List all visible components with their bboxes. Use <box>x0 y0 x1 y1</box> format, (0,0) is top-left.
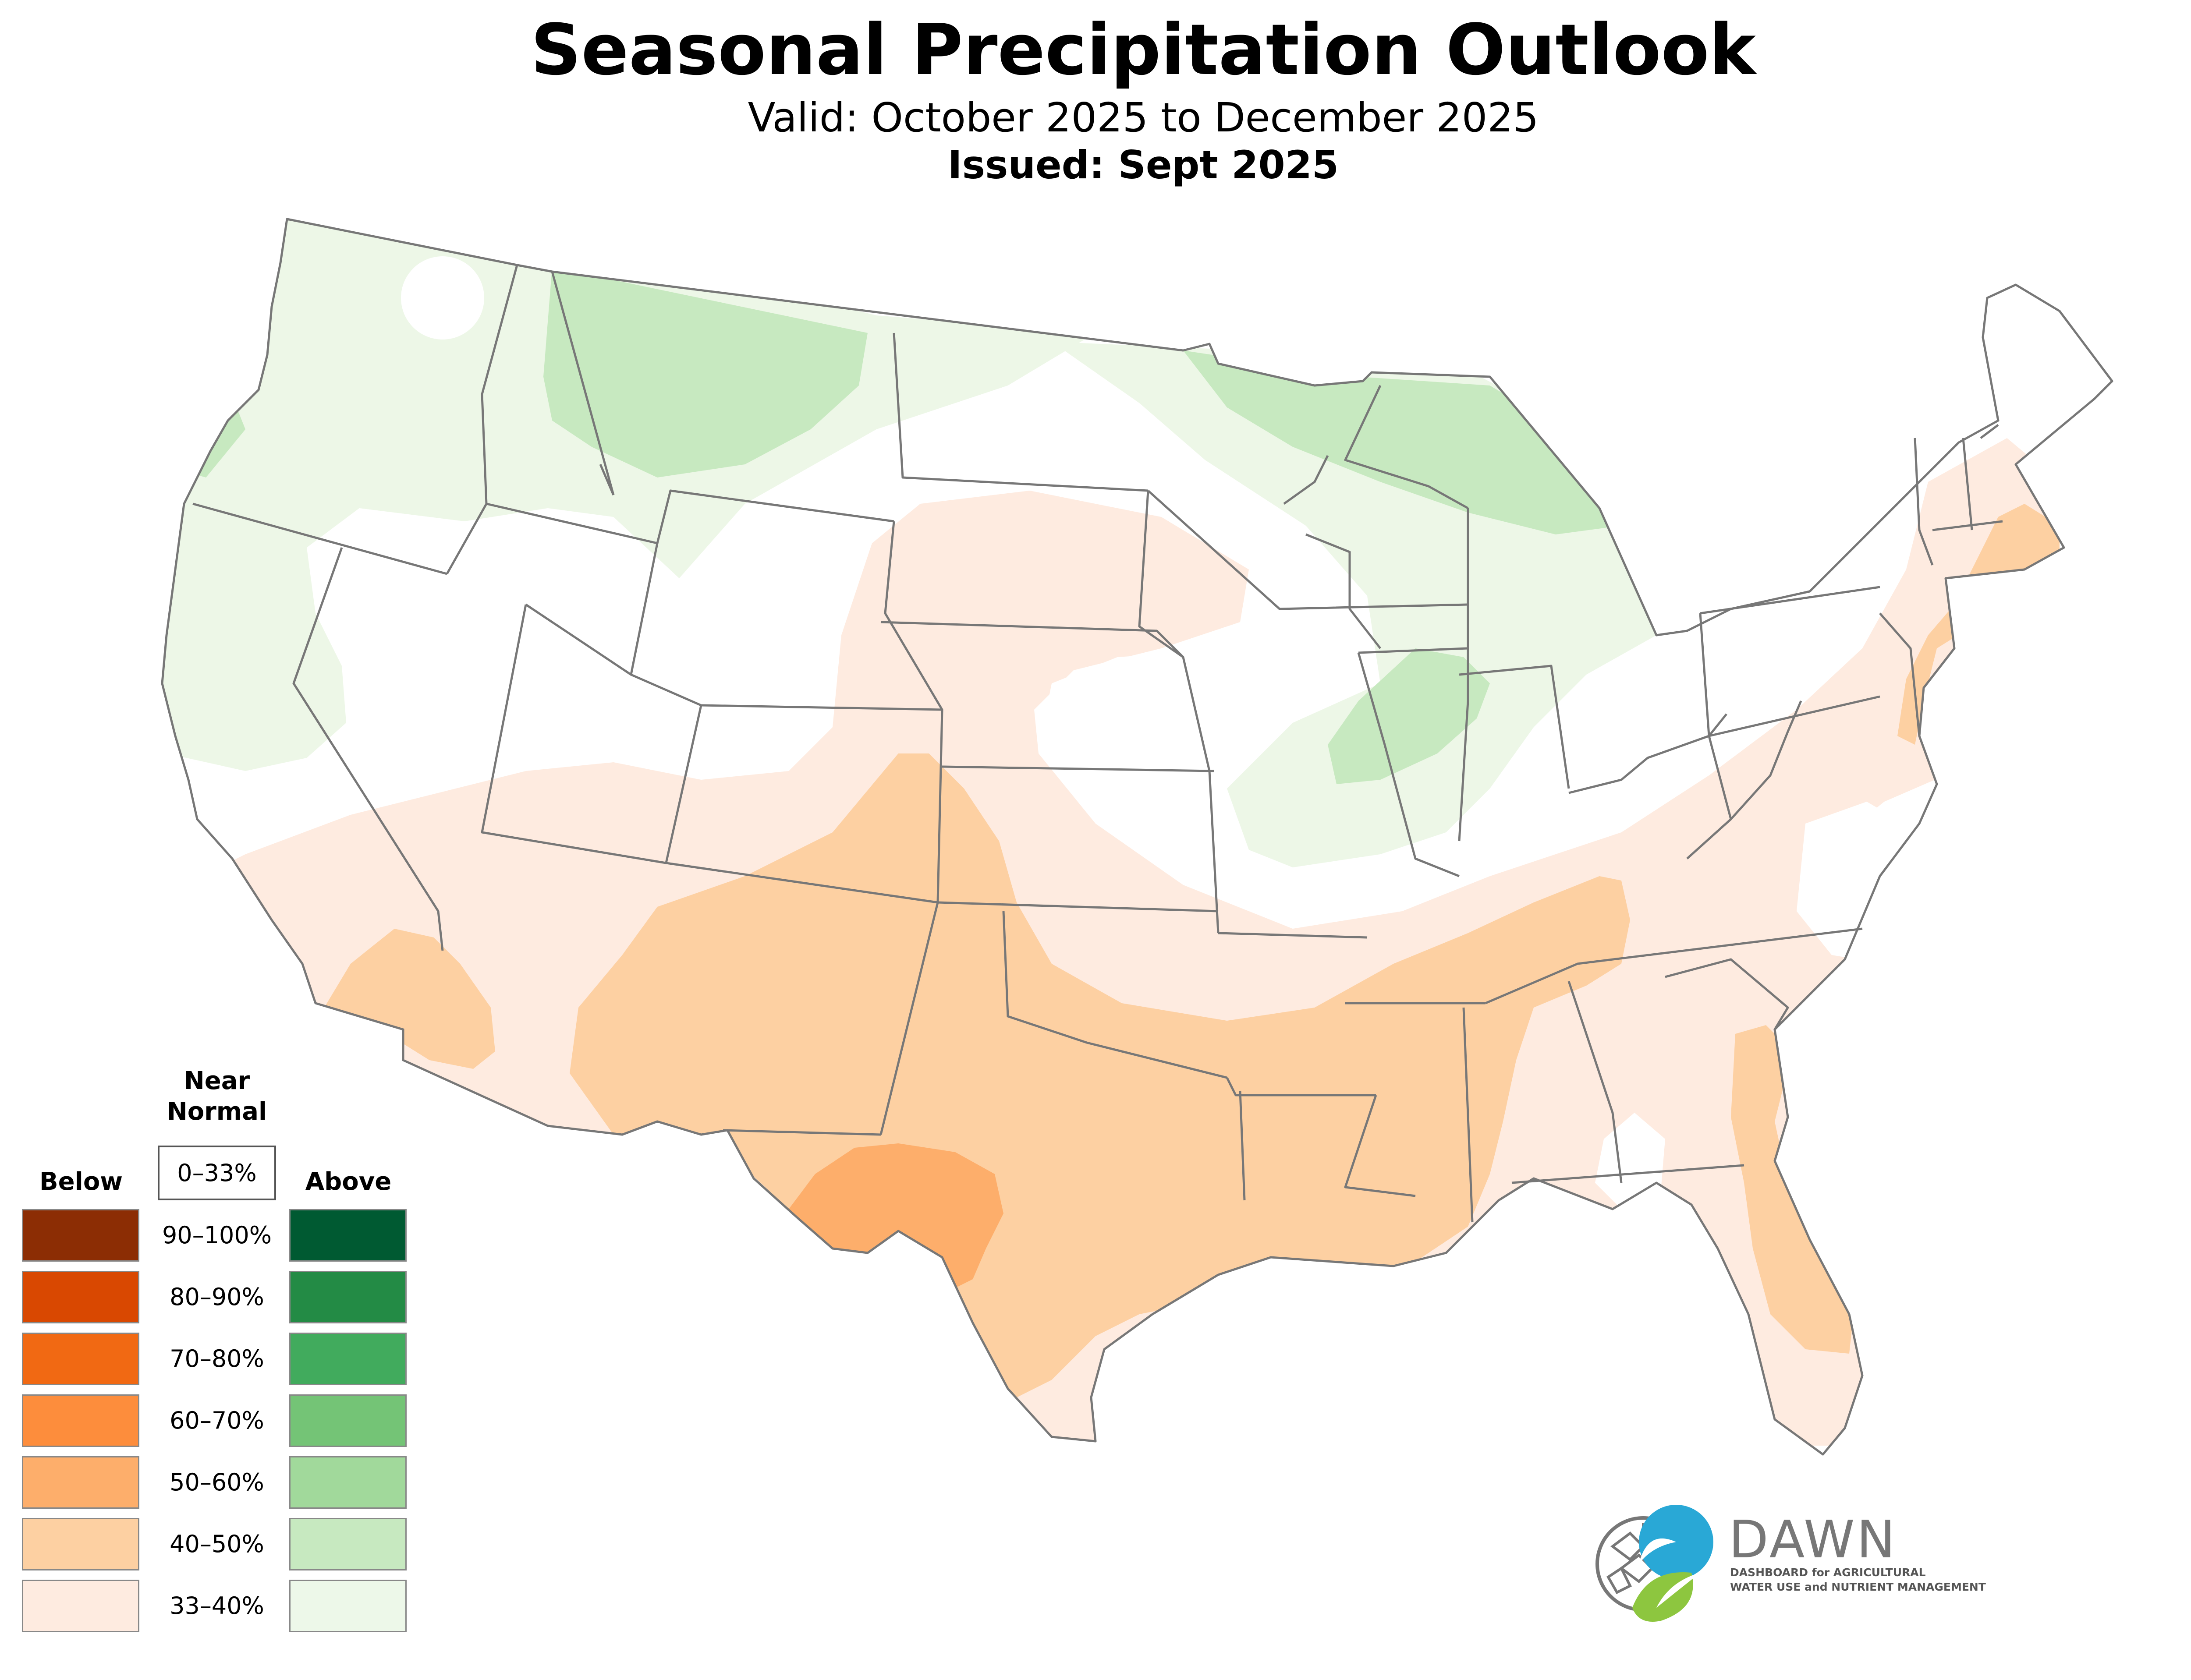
legend-range-label: 90–100% <box>162 1221 272 1249</box>
near-normal-hole-nebraska <box>1043 653 1209 753</box>
zone-above-40-50-montana <box>543 267 868 477</box>
dawn-logo-line2: WATER USE and NUTRIENT MANAGEMENT <box>1730 1581 1986 1593</box>
dawn-logo-line1: DASHBOARD for AGRICULTURAL <box>1730 1566 1926 1579</box>
legend-above-swatch <box>289 1518 407 1570</box>
zone-above-40-50-illinois <box>1328 648 1490 784</box>
legend-below-swatch <box>22 1271 139 1323</box>
legend-range-label: 40–50% <box>170 1530 264 1558</box>
dawn-logo-icon <box>1595 1505 1713 1622</box>
zone-below-40-50-arizona <box>324 929 495 1069</box>
legend-above-swatch <box>289 1580 407 1632</box>
near-normal-hole-washington <box>401 256 484 340</box>
zone-below-40-50-florida <box>1731 1025 1854 1354</box>
legend-range-label: 50–60% <box>170 1468 264 1496</box>
legend-above-swatch <box>289 1394 407 1447</box>
state-borders <box>162 219 2112 1454</box>
legend-range-label: 70–80% <box>170 1345 264 1372</box>
legend-above-swatch <box>289 1271 407 1323</box>
zone-below-40-50-northeast <box>1897 504 2060 745</box>
legend-above-swatch <box>289 1456 407 1509</box>
near-normal-heading-line1: Near <box>184 1067 250 1095</box>
legend-below-swatch <box>22 1394 139 1447</box>
zone-above-33-40-northeast <box>1731 534 1810 600</box>
legend-below-swatch <box>22 1456 139 1509</box>
legend-below-swatch <box>22 1333 139 1385</box>
legend-below-swatch <box>22 1580 139 1632</box>
dawn-logo-title: DAWN <box>1729 1509 1897 1570</box>
legend-above-swatch <box>289 1209 407 1262</box>
near-normal-heading-line2: Normal <box>167 1097 267 1126</box>
legend-below-swatch <box>22 1209 139 1262</box>
legend-below-swatch <box>22 1518 139 1570</box>
above-heading: Above <box>305 1167 392 1196</box>
issued-date: Issued: Sept 2025 <box>947 142 1339 187</box>
legend-range-label: 80–90% <box>170 1283 264 1311</box>
legend-above-swatch <box>289 1333 407 1385</box>
below-heading: Below <box>39 1167 123 1196</box>
legend-range-label: 33–40% <box>170 1592 264 1620</box>
near-normal-hole-georgia <box>1595 1113 1665 1209</box>
valid-period: Valid: October 2025 to December 2025 <box>748 94 1539 141</box>
near-normal-range-box: 0–33% <box>158 1146 276 1200</box>
zone-above-40-50-greatlakes <box>1183 350 1621 534</box>
map-title: Seasonal Precipitation Outlook <box>531 9 1756 91</box>
legend-range-label: 60–70% <box>170 1407 264 1434</box>
